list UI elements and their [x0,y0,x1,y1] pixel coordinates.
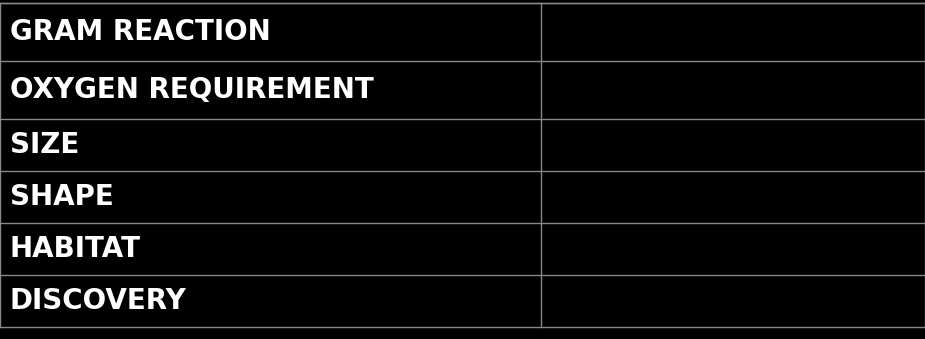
Text: GRAM REACTION: GRAM REACTION [10,18,271,46]
Text: DISCOVERY: DISCOVERY [10,287,187,315]
Text: SIZE: SIZE [10,131,80,159]
Text: OXYGEN REQUIREMENT: OXYGEN REQUIREMENT [10,76,374,104]
Text: HABITAT: HABITAT [10,235,141,263]
Text: SHAPE: SHAPE [10,183,114,211]
